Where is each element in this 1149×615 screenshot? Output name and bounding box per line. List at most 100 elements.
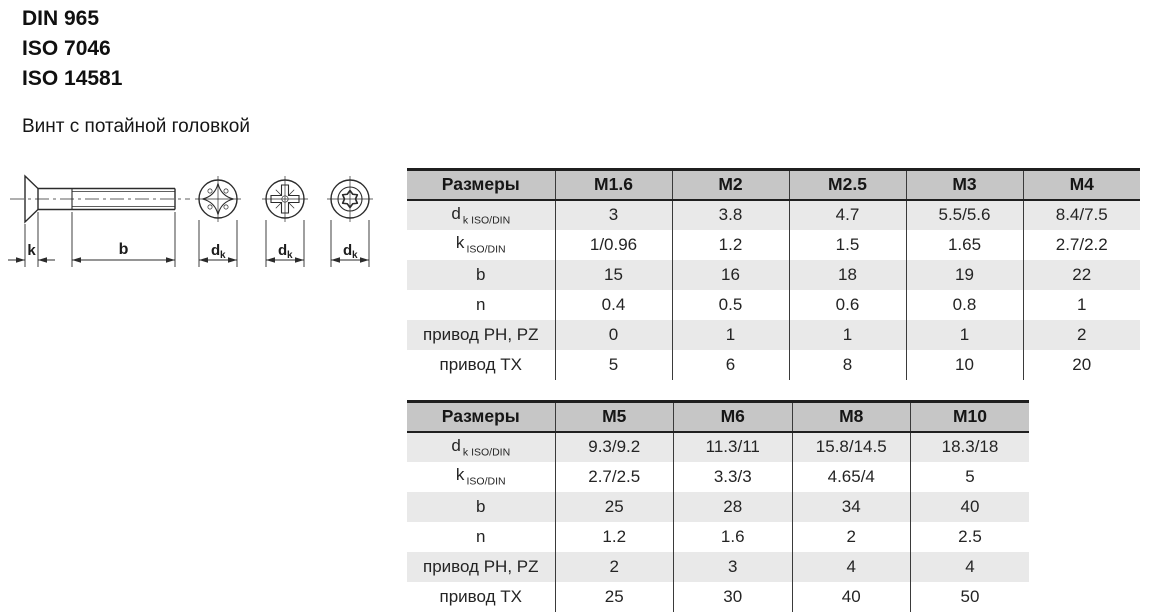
cell-value: 9.3/9.2: [554, 431, 674, 462]
cell-value: 4: [910, 551, 1029, 582]
standard-din-965: DIN 965: [22, 7, 100, 30]
cell-value: 2.7/2.5: [554, 461, 674, 492]
column-header-sizes: Размеры: [407, 168, 555, 201]
dimension-dk-ph: d k: [198, 220, 238, 267]
row-label: d k ISO/DIN: [407, 431, 555, 462]
cell-value: 25: [554, 491, 674, 522]
cell-value: 0.4: [554, 289, 672, 320]
technical-drawing: k b d k: [8, 174, 373, 267]
dim-label-k: k: [27, 242, 36, 259]
cell-value: 11.3/11: [673, 431, 792, 462]
cell-value: 1/0.96: [554, 229, 672, 260]
cell-value: 18: [788, 259, 906, 290]
column-header-size: M4: [1022, 168, 1140, 201]
dimensions-table-m1_6-m4: Размеры M1.6 M2 M2.5 M3 M4 d k ISO/DIN 3 3.8 4.7 5…: [407, 168, 1140, 380]
row-label: n: [476, 526, 486, 546]
table-row: b 15 16 18 19 22: [407, 259, 1140, 290]
dim-label-dk: d: [211, 242, 220, 259]
cell-value: 2: [791, 521, 911, 552]
dimension-b: b: [71, 212, 176, 267]
table-row: d k ISO/DIN 3 3.8 4.7 5.5/5.6 8.4/7.5: [407, 199, 1140, 230]
cell-value: 1.6: [673, 521, 792, 552]
dim-label-dk: d: [278, 242, 287, 259]
phillips-recess: [202, 183, 234, 215]
table-row: n 0.4 0.5 0.6 0.8 1: [407, 289, 1140, 320]
table-row: n 1.2 1.6 2 2.5: [407, 521, 1029, 552]
cell-value: 34: [791, 491, 911, 522]
cell-value: 30: [673, 581, 792, 612]
cell-value: 5: [554, 349, 672, 380]
row-label: привод TX: [439, 354, 522, 374]
row-label: k ISO/DIN: [455, 233, 506, 256]
cell-value: 22: [1022, 259, 1140, 290]
cell-value: 15: [554, 259, 672, 290]
cell-value: 1.2: [671, 229, 789, 260]
row-label: b: [407, 259, 555, 290]
cell-value: 0.8: [905, 289, 1023, 320]
column-header-size: M2.5: [788, 168, 906, 201]
cell-value: 2: [1022, 319, 1140, 350]
dimensions-table-m5-m10: Размеры M5 M6 M8 M10 d k ISO/DIN 9.3/9.2 11.3/1…: [407, 400, 1029, 612]
dim-label-dk-sub: k: [352, 250, 358, 261]
cell-value: 6: [671, 349, 789, 380]
cell-value: 2: [554, 551, 674, 582]
cell-value: 5.5/5.6: [905, 199, 1023, 230]
cell-value: 1.65: [905, 229, 1023, 260]
dim-label-b: b: [119, 241, 129, 258]
phillips-head-icon: d k: [195, 176, 241, 267]
column-header-size: M8: [791, 400, 911, 433]
cell-value: 19: [905, 259, 1023, 290]
torx-recess: [341, 189, 359, 209]
cell-value: 3: [673, 551, 792, 582]
dim-label-dk-sub: k: [220, 250, 226, 261]
cell-value: 40: [910, 491, 1029, 522]
torx-head-icon: d k: [327, 176, 373, 267]
column-header-size: M3: [905, 168, 1023, 201]
dimension-k: k: [8, 212, 55, 267]
row-label: d k ISO/DIN: [407, 199, 555, 230]
column-header-size: M2: [671, 168, 789, 201]
cell-value: 5: [910, 461, 1029, 492]
cell-value: 20: [1022, 349, 1140, 380]
table-row: привод PH, PZ 2 3 4 4: [407, 551, 1029, 582]
cell-value: 2.7/2.2: [1022, 229, 1140, 260]
cell-value: 1: [671, 319, 789, 350]
cell-value: 4: [791, 551, 911, 582]
cell-value: 50: [910, 581, 1029, 612]
screw-side-view: k b: [8, 174, 190, 267]
column-header-size: M1.6: [554, 168, 672, 201]
cell-value: 8: [788, 349, 906, 380]
dim-label-dk: d: [343, 242, 352, 259]
cell-value: 10: [905, 349, 1023, 380]
cell-value: 0.5: [671, 289, 789, 320]
table-header-row: Размеры M5 M6 M8 M10: [407, 400, 1029, 433]
standard-iso-7046: ISO 7046: [22, 37, 111, 60]
cell-value: 18.3/18: [910, 431, 1029, 462]
cell-value: 3: [554, 199, 672, 230]
cell-value: 4.65/4: [791, 461, 911, 492]
standards-block: DIN 965 ISO 7046 ISO 14581: [22, 4, 122, 94]
row-label: привод TX: [439, 586, 522, 606]
table-row: b 25 28 34 40: [407, 491, 1029, 522]
cell-value: 1.5: [788, 229, 906, 260]
column-header-size: M5: [554, 400, 674, 433]
cell-value: 4.7: [788, 199, 906, 230]
table-header-row: Размеры M1.6 M2 M2.5 M3 M4: [407, 168, 1140, 201]
cell-value: 40: [791, 581, 911, 612]
pozidriv-head-icon: d k: [262, 176, 308, 267]
cell-value: 3.3/3: [673, 461, 792, 492]
cell-value: 2.5: [910, 521, 1029, 552]
cell-value: 15.8/14.5: [791, 431, 911, 462]
dimension-dk-pz: d k: [265, 220, 305, 267]
cell-value: 3.8: [671, 199, 789, 230]
cell-value: 16: [671, 259, 789, 290]
standard-iso-14581: ISO 14581: [22, 67, 123, 90]
cell-value: 25: [554, 581, 674, 612]
table-row: k ISO/DIN 2.7/2.5 3.3/3 4.65/4 5: [407, 461, 1029, 492]
dim-label-dk-sub: k: [287, 250, 293, 261]
row-label: привод PH, PZ: [407, 551, 555, 582]
table-row: d k ISO/DIN 9.3/9.2 11.3/11 15.8/14.5 18.3/1…: [407, 431, 1029, 462]
cell-value: 28: [673, 491, 792, 522]
dimension-dk-tx: d k: [330, 220, 370, 267]
column-header-size: M6: [673, 400, 792, 433]
